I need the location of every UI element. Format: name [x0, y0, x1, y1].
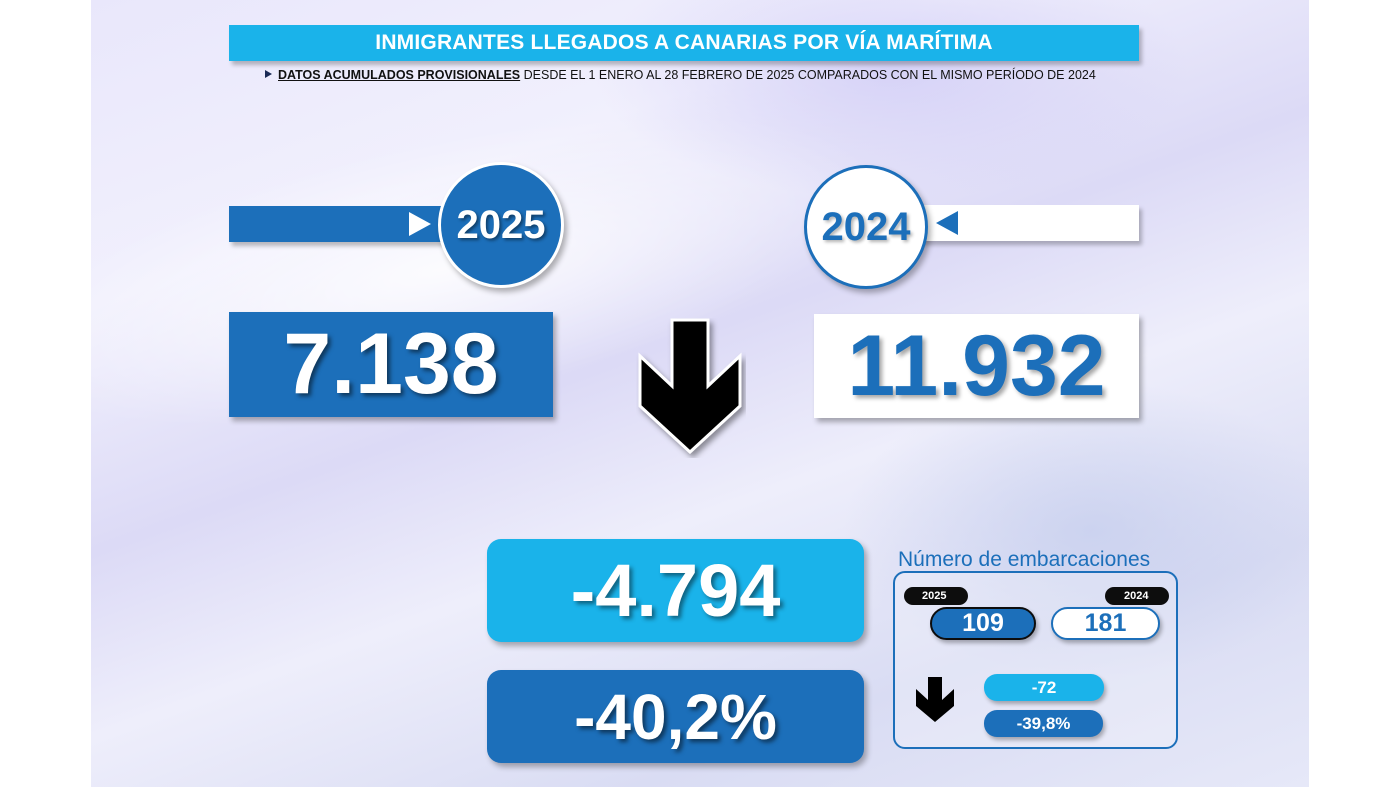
- year-badge-2025: 2025: [438, 162, 564, 288]
- value-box-2025: 7.138: [229, 312, 553, 417]
- year-badge-2024: 2024: [804, 165, 928, 289]
- subtitle-rest: DESDE EL 1 ENERO AL 28 FEBRERO DE 2025 C…: [520, 68, 1096, 82]
- difference-percent-box: -40,2%: [487, 670, 864, 763]
- difference-absolute-box: -4.794: [487, 539, 864, 642]
- pointer-right-icon: [409, 212, 431, 236]
- arrow-down-icon: [638, 318, 742, 455]
- boats-year-tag-2024: 2024: [1105, 587, 1169, 605]
- boats-year-tag-2025: 2025: [904, 587, 968, 605]
- boats-value-box-2024: 181: [1051, 607, 1160, 640]
- boats-title: Número de embarcaciones: [898, 548, 1151, 571]
- value-previous: 11.932: [847, 317, 1106, 414]
- boats-difference-absolute-box: -72: [984, 674, 1104, 701]
- page-subtitle: DATOS ACUMULADOS PROVISIONALES DESDE EL …: [265, 68, 1145, 82]
- difference-percent: -40,2%: [574, 680, 777, 753]
- bullet-triangle-icon: [265, 70, 272, 78]
- year-label-current: 2025: [456, 202, 546, 247]
- subtitle-bold: DATOS ACUMULADOS PROVISIONALES: [278, 68, 521, 82]
- pointer-left-icon: [936, 211, 958, 235]
- page-title: INMIGRANTES LLEGADOS A CANARIAS POR VÍA …: [229, 25, 1139, 61]
- boats-year-previous: 2024: [1124, 590, 1149, 602]
- difference-absolute: -4.794: [570, 549, 781, 632]
- value-current: 7.138: [283, 316, 499, 412]
- page-title-text: INMIGRANTES LLEGADOS A CANARIAS POR VÍA …: [375, 31, 993, 54]
- boats-difference-percent-box: -39,8%: [984, 710, 1103, 737]
- value-box-2024: 11.932: [814, 314, 1139, 418]
- boats-difference-percent: -39,8%: [1016, 713, 1071, 733]
- boats-year-current: 2025: [922, 590, 947, 602]
- boats-value-current: 109: [962, 609, 1004, 637]
- boats-value-box-2025: 109: [930, 607, 1036, 640]
- year-label-previous: 2024: [821, 204, 911, 249]
- boats-difference-absolute: -72: [1031, 677, 1057, 697]
- arrow-down-icon: [916, 677, 954, 722]
- boats-value-previous: 181: [1084, 609, 1127, 637]
